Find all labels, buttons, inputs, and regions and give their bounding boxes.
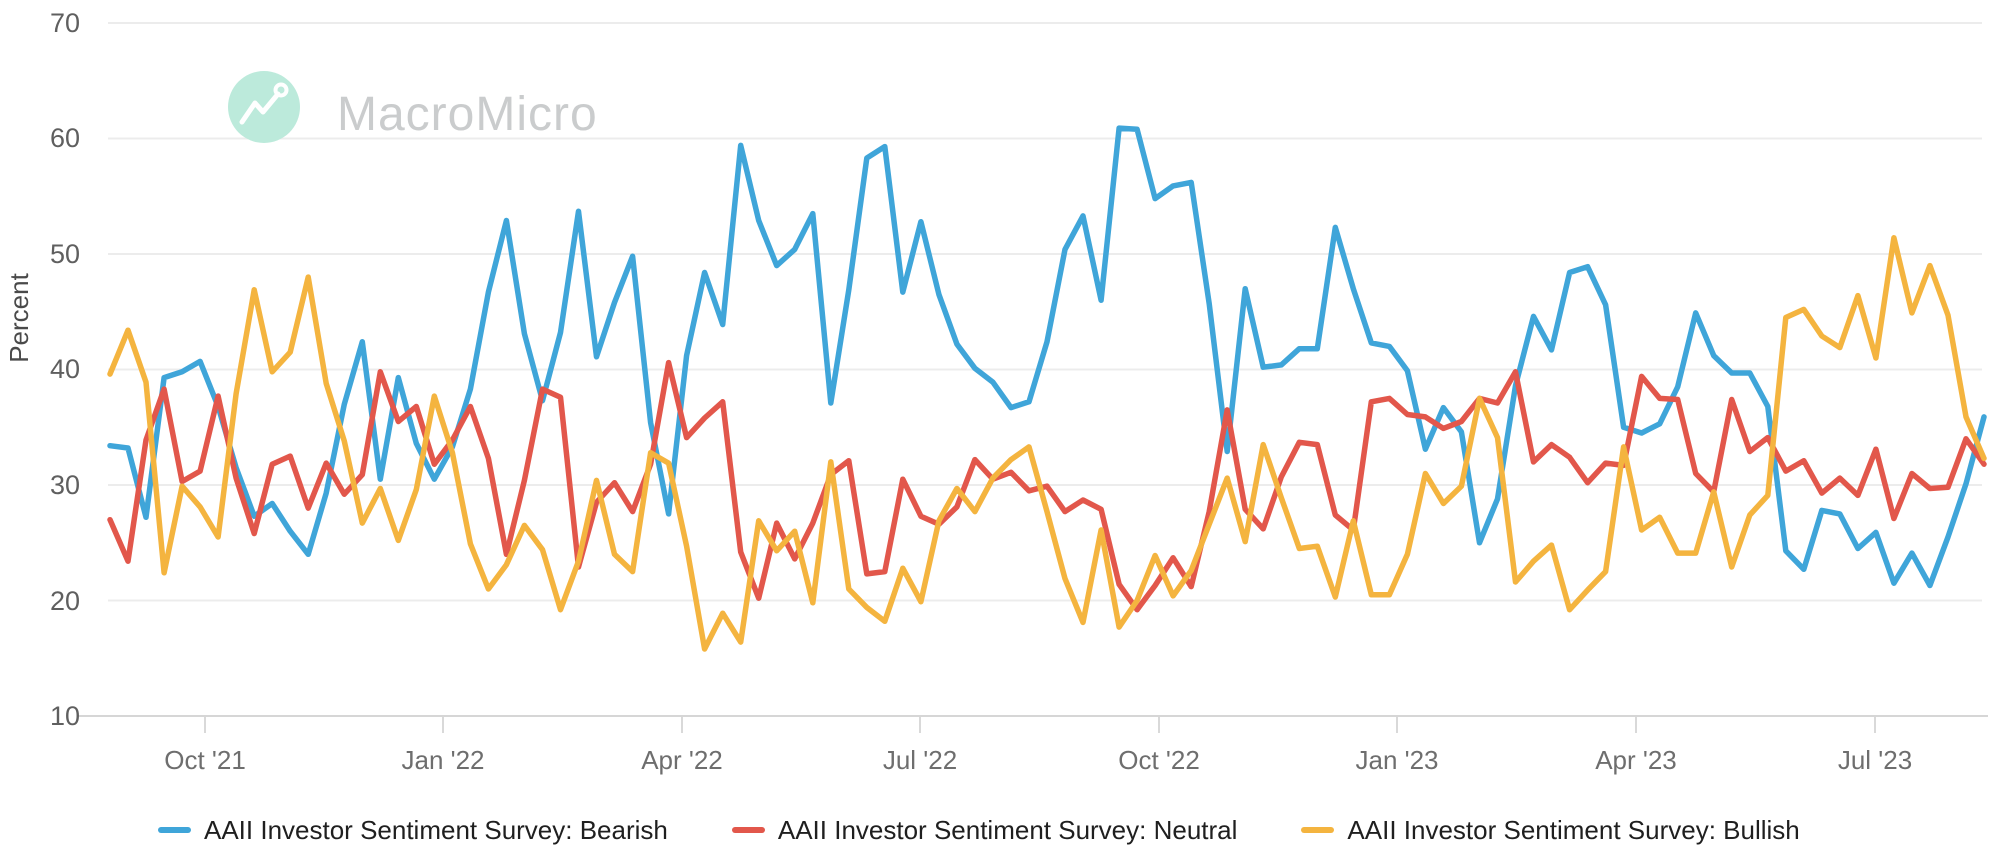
x-axis-labels: Oct '21 Jan '22 Apr '22 Jul '22 Oct '22 … (164, 745, 1912, 775)
y-axis-title: Percent (4, 272, 34, 362)
y-label-10: 10 (50, 701, 80, 731)
legend-label-neutral: AAII Investor Sentiment Survey: Neutral (777, 814, 1238, 845)
y-axis-labels: 70 60 50 40 30 20 10 (50, 8, 80, 731)
y-label-50: 50 (50, 239, 80, 269)
legend: AAII Investor Sentiment Survey: Bearish … (158, 812, 1800, 848)
bullish-line[interactable] (107, 235, 1987, 652)
y-label-40: 40 (50, 354, 80, 384)
y-label-30: 30 (50, 470, 80, 500)
x-label-jan23: Jan '23 (1355, 745, 1438, 775)
legend-item-neutral[interactable]: AAII Investor Sentiment Survey: Neutral (731, 814, 1238, 846)
legend-item-bullish[interactable]: AAII Investor Sentiment Survey: Bullish (1301, 814, 1800, 846)
neutral-dash-icon (731, 827, 765, 833)
y-label-20: 20 (50, 586, 80, 616)
x-label-jan22: Jan '22 (401, 745, 484, 775)
x-label-apr23: Apr '23 (1595, 745, 1677, 775)
legend-label-bullish: AAII Investor Sentiment Survey: Bullish (1347, 814, 1800, 845)
bearish-dash-icon (158, 827, 191, 833)
y-label-60: 60 (50, 123, 80, 153)
series-lines (107, 125, 1987, 652)
legend-label-bearish: AAII Investor Sentiment Survey: Bearish (204, 814, 668, 845)
x-label-apr22: Apr '22 (641, 745, 723, 775)
x-label-jul23: Jul '23 (1838, 745, 1912, 775)
neutral-line[interactable] (107, 359, 1987, 613)
x-axis-ticks (204, 717, 1876, 733)
legend-item-bearish[interactable]: AAII Investor Sentiment Survey: Bearish (158, 815, 668, 846)
y-label-70: 70 (50, 8, 80, 38)
x-label-oct21: Oct '21 (164, 745, 246, 775)
x-label-oct22: Oct '22 (1118, 745, 1200, 775)
x-label-jul22: Jul '22 (883, 745, 957, 775)
bullish-dash-icon (1301, 827, 1335, 833)
